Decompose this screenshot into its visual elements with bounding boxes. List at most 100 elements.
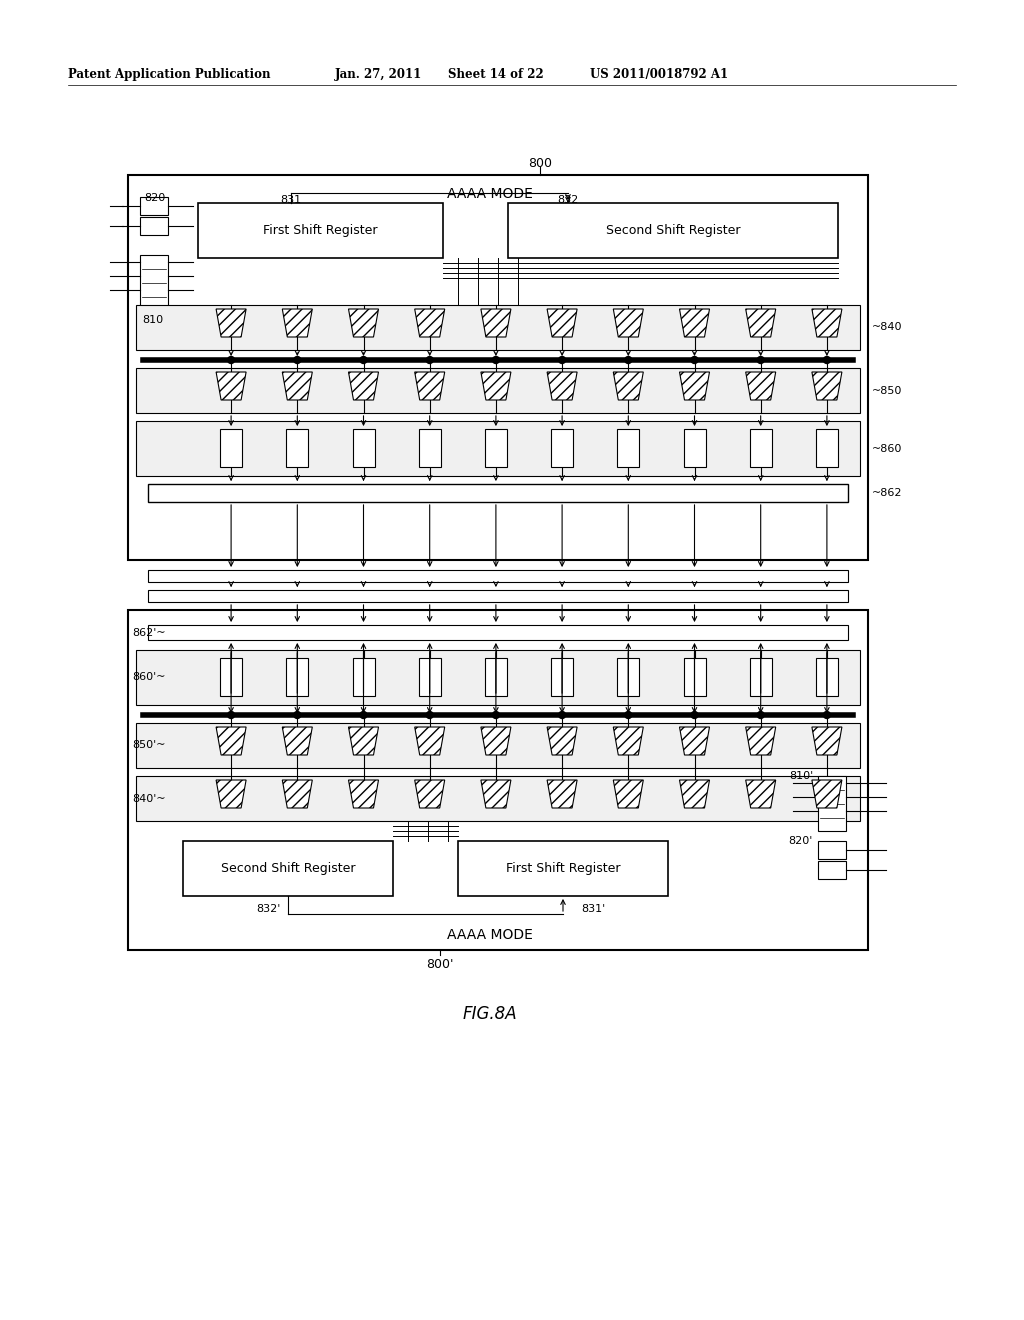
Text: AAAA MODE: AAAA MODE	[447, 928, 532, 942]
Polygon shape	[745, 309, 776, 337]
Polygon shape	[547, 727, 578, 755]
Bar	[148, 590, 848, 602]
Bar	[683, 657, 706, 696]
Text: 832': 832'	[256, 904, 281, 913]
Polygon shape	[481, 372, 511, 400]
Bar	[508, 203, 838, 257]
Circle shape	[625, 711, 632, 718]
Circle shape	[426, 356, 433, 363]
Polygon shape	[680, 727, 710, 755]
Polygon shape	[348, 372, 379, 400]
Text: ~840: ~840	[872, 322, 902, 333]
Bar	[136, 421, 860, 477]
Bar	[816, 429, 838, 467]
Bar	[485, 429, 507, 467]
Polygon shape	[812, 727, 842, 755]
Polygon shape	[812, 780, 842, 808]
Bar	[136, 723, 860, 768]
Polygon shape	[216, 780, 246, 808]
Bar	[148, 570, 848, 582]
Circle shape	[493, 356, 500, 363]
Circle shape	[294, 711, 301, 718]
Text: FIG.8A: FIG.8A	[463, 1005, 517, 1023]
Polygon shape	[415, 780, 444, 808]
Text: AAAA MODE: AAAA MODE	[447, 187, 532, 201]
Text: 820': 820'	[788, 836, 813, 846]
Polygon shape	[283, 780, 312, 808]
Text: 800': 800'	[426, 958, 454, 972]
Polygon shape	[547, 372, 578, 400]
Polygon shape	[613, 727, 643, 755]
Polygon shape	[613, 780, 643, 808]
Bar	[683, 429, 706, 467]
Bar	[128, 610, 868, 950]
Bar	[818, 776, 846, 832]
Bar	[128, 176, 868, 560]
Bar	[485, 657, 507, 696]
Circle shape	[360, 711, 367, 718]
Text: 832: 832	[557, 195, 579, 205]
Bar	[352, 429, 375, 467]
Bar	[183, 841, 393, 896]
Text: ~862: ~862	[872, 488, 902, 498]
Bar	[617, 429, 639, 467]
Text: First Shift Register: First Shift Register	[263, 224, 378, 238]
Bar	[136, 776, 860, 821]
Circle shape	[559, 356, 565, 363]
Bar	[551, 657, 573, 696]
Text: 831': 831'	[581, 904, 605, 913]
Polygon shape	[415, 309, 444, 337]
Text: Second Shift Register: Second Shift Register	[221, 862, 355, 875]
Circle shape	[360, 356, 367, 363]
Polygon shape	[283, 727, 312, 755]
Circle shape	[691, 356, 698, 363]
Bar	[419, 429, 440, 467]
Polygon shape	[283, 309, 312, 337]
Text: 810: 810	[142, 315, 163, 325]
Text: 860'~: 860'~	[132, 672, 166, 682]
Bar	[136, 305, 860, 350]
Polygon shape	[613, 372, 643, 400]
Polygon shape	[812, 372, 842, 400]
Text: ~860: ~860	[872, 444, 902, 454]
Bar	[818, 841, 846, 859]
Circle shape	[294, 356, 301, 363]
Bar	[617, 657, 639, 696]
Bar	[148, 624, 848, 640]
Circle shape	[493, 711, 500, 718]
Polygon shape	[547, 309, 578, 337]
Text: 800: 800	[528, 157, 552, 170]
Bar	[220, 657, 242, 696]
Text: 820: 820	[144, 193, 165, 203]
Bar	[287, 429, 308, 467]
Text: Second Shift Register: Second Shift Register	[606, 224, 740, 238]
Bar	[287, 657, 308, 696]
Text: First Shift Register: First Shift Register	[506, 862, 621, 875]
Bar	[220, 429, 242, 467]
Bar	[458, 841, 668, 896]
Bar	[198, 203, 443, 257]
Text: Sheet 14 of 22: Sheet 14 of 22	[449, 69, 544, 81]
Polygon shape	[680, 309, 710, 337]
Circle shape	[757, 711, 764, 718]
Text: Patent Application Publication: Patent Application Publication	[68, 69, 270, 81]
Polygon shape	[348, 309, 379, 337]
Text: 831: 831	[280, 195, 301, 205]
Text: 810': 810'	[788, 771, 813, 781]
Polygon shape	[216, 309, 246, 337]
Polygon shape	[481, 309, 511, 337]
Circle shape	[227, 711, 234, 718]
Bar	[148, 484, 848, 502]
Polygon shape	[745, 780, 776, 808]
Text: 840'~: 840'~	[132, 793, 166, 804]
Circle shape	[559, 711, 565, 718]
Polygon shape	[745, 727, 776, 755]
Polygon shape	[415, 727, 444, 755]
Bar	[140, 255, 168, 310]
Polygon shape	[216, 727, 246, 755]
Polygon shape	[481, 780, 511, 808]
Polygon shape	[415, 372, 444, 400]
Circle shape	[823, 711, 830, 718]
Bar	[140, 216, 168, 235]
Bar	[818, 861, 846, 879]
